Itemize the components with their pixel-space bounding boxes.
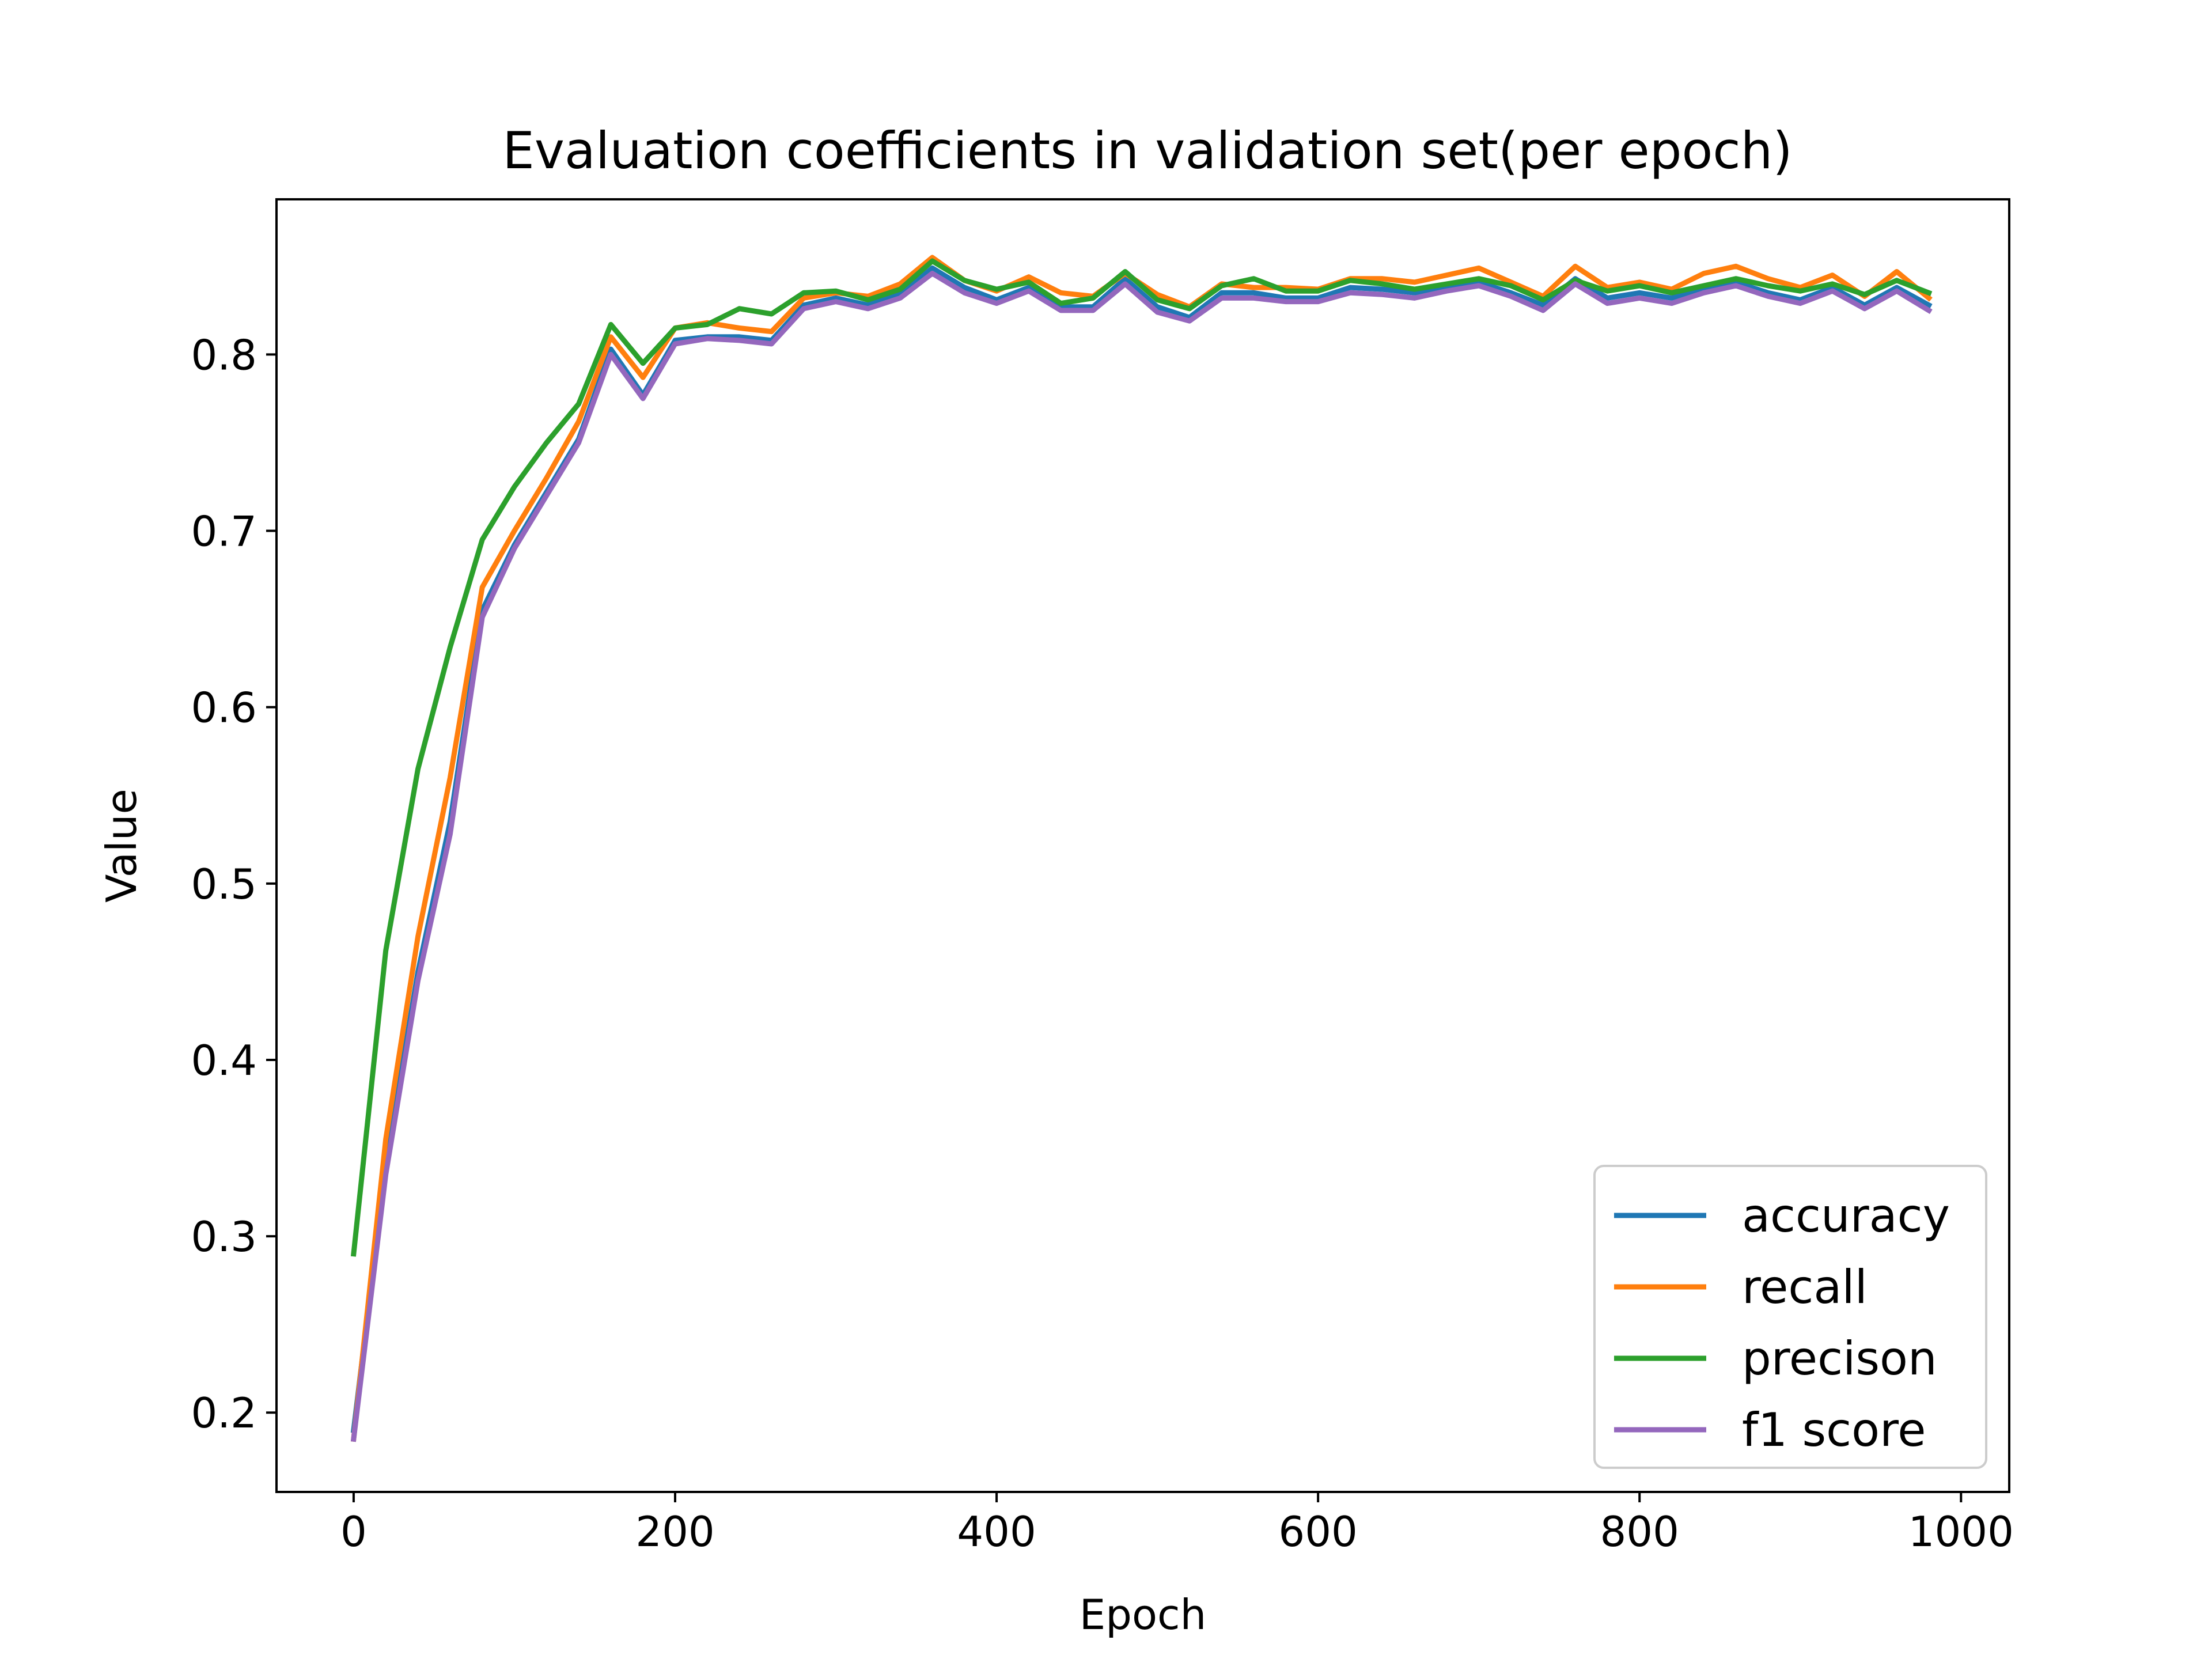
series-line-accuracy: [350, 265, 1933, 1433]
plot-frame: [275, 198, 2010, 1493]
x-tick-label: 400: [957, 1508, 1036, 1556]
legend: accuracy recall precison f1 score: [1593, 1165, 1987, 1469]
x-tick-label: 200: [635, 1508, 714, 1556]
x-axis-ticks: 0 200 400 600 800 1000: [340, 1492, 2014, 1556]
x-tick-label: 800: [1600, 1508, 1679, 1556]
legend-label-recall: recall: [1742, 1260, 1868, 1314]
legend-items: accuracy recall precison f1 score: [1614, 1189, 1950, 1457]
y-tick-label: 0.5: [191, 860, 257, 908]
y-axis-ticks: 0.2 0.3 0.4 0.5 0.6 0.7 0.8: [191, 331, 276, 1437]
chart-title: Evaluation coefficients in validation se…: [502, 121, 1793, 180]
x-tick-label: 600: [1278, 1508, 1357, 1556]
y-axis-label: Value: [97, 789, 146, 903]
y-tick-label: 0.3: [191, 1213, 257, 1261]
series-layer: [350, 255, 1933, 1442]
y-tick-label: 0.2: [191, 1389, 257, 1437]
series-line-f1-score: [350, 271, 1933, 1442]
x-axis-label: Epoch: [1080, 1590, 1206, 1639]
y-tick-label: 0.4: [191, 1036, 257, 1085]
legend-label-accuracy: accuracy: [1742, 1189, 1950, 1243]
legend-box: [1593, 1165, 1987, 1469]
x-tick-label: 0: [340, 1508, 367, 1556]
legend-label-precison: precison: [1742, 1332, 1937, 1385]
x-tick-label: 1000: [1908, 1508, 2014, 1556]
y-tick-label: 0.7: [191, 507, 257, 556]
y-tick-label: 0.6: [191, 684, 257, 732]
legend-label-f1-score: f1 score: [1742, 1403, 1926, 1457]
y-tick-label: 0.8: [191, 331, 257, 379]
series-line-precison: [350, 258, 1933, 1257]
